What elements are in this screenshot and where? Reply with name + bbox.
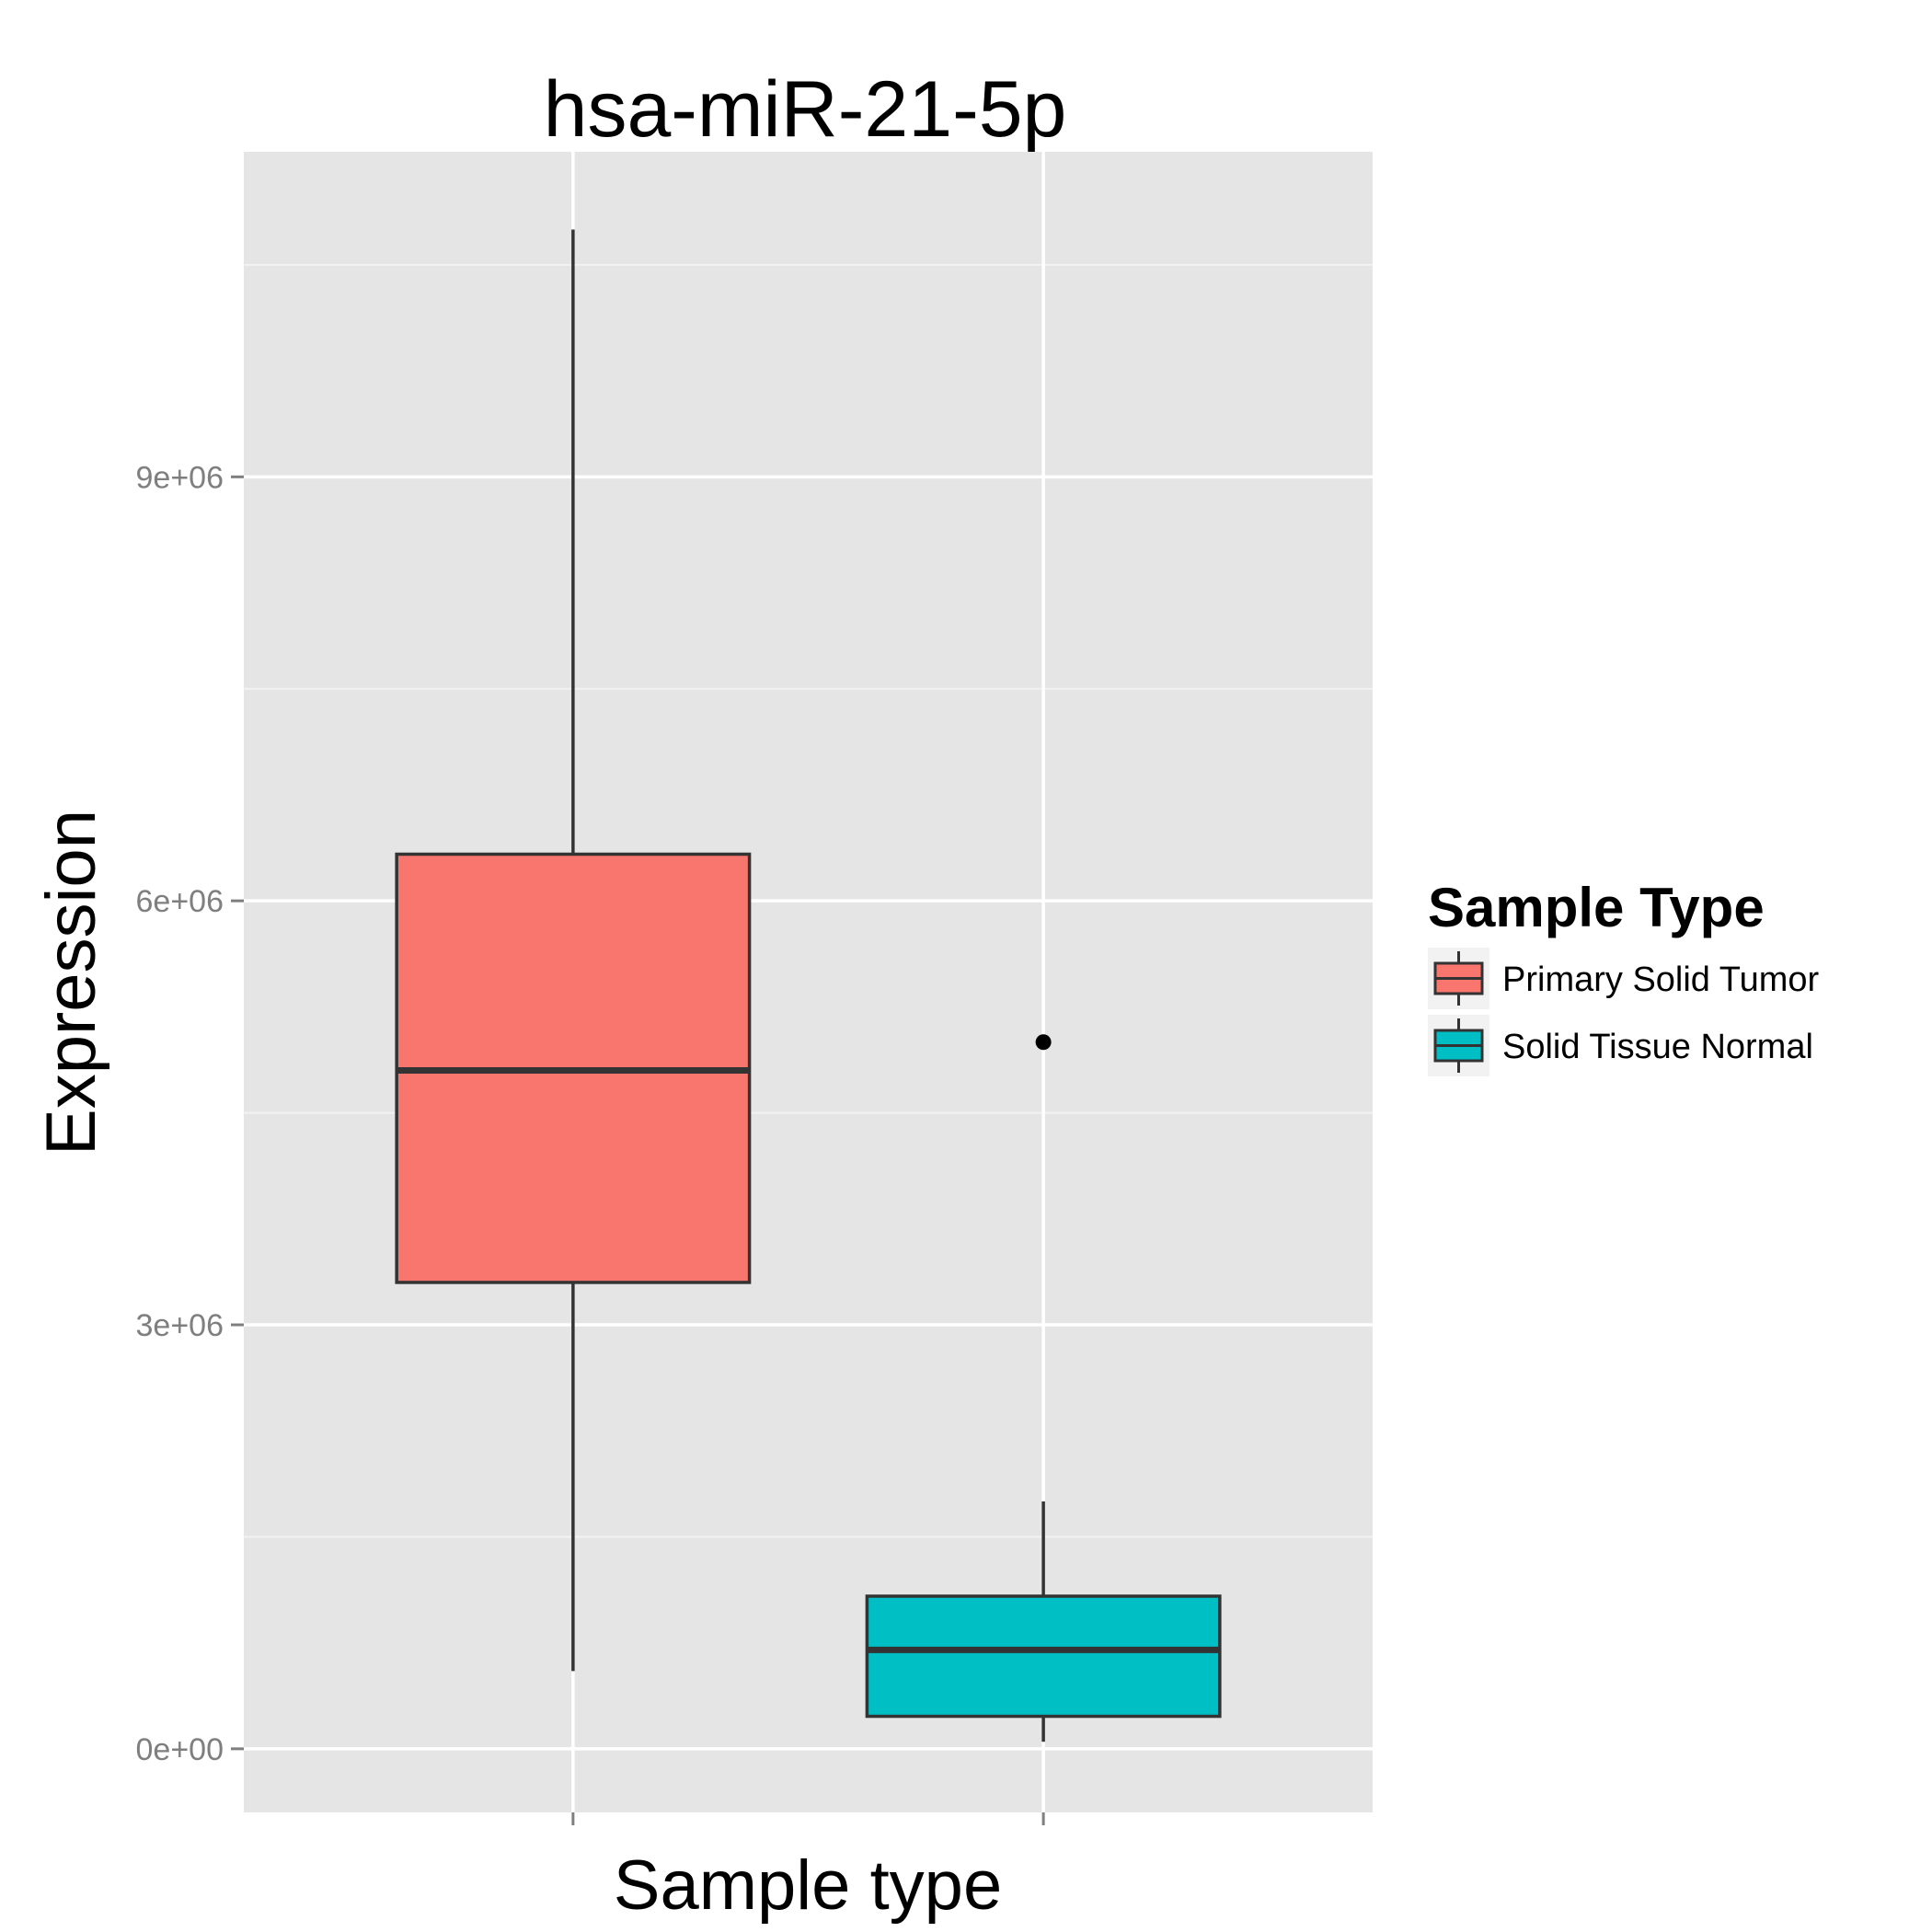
outlier-point (1035, 1034, 1052, 1051)
legend-label: Solid Tissue Normal (1502, 1028, 1813, 1066)
x-axis-ticks (571, 1812, 1045, 1825)
y-axis-title: Expression (32, 810, 110, 1156)
box-series (395, 229, 1222, 1742)
box-group (865, 1034, 1222, 1742)
x-axis-title: Sample type (614, 1846, 1002, 1925)
box-group (395, 229, 752, 1672)
y-tick-label: 9e+06 (136, 460, 224, 495)
legend: Sample Type Primary Solid Tumor Solid Tis… (1428, 877, 1820, 1076)
y-tick-label: 6e+06 (136, 884, 224, 919)
chart-title: hsa-miR-21-5p (544, 65, 1067, 154)
minor-gridlines (244, 263, 1373, 1538)
y-axis-ticks: 0e+00 3e+06 6e+06 9e+06 (136, 460, 244, 1767)
y-tick-label: 0e+00 (136, 1732, 224, 1767)
legend-entry: Primary Solid Tumor (1428, 948, 1820, 1009)
y-tick-label: 3e+06 (136, 1308, 224, 1343)
legend-title: Sample Type (1428, 877, 1765, 938)
box-iqr (865, 1594, 1222, 1719)
legend-entry: Solid Tissue Normal (1428, 1015, 1813, 1076)
legend-label: Primary Solid Tumor (1502, 960, 1820, 999)
